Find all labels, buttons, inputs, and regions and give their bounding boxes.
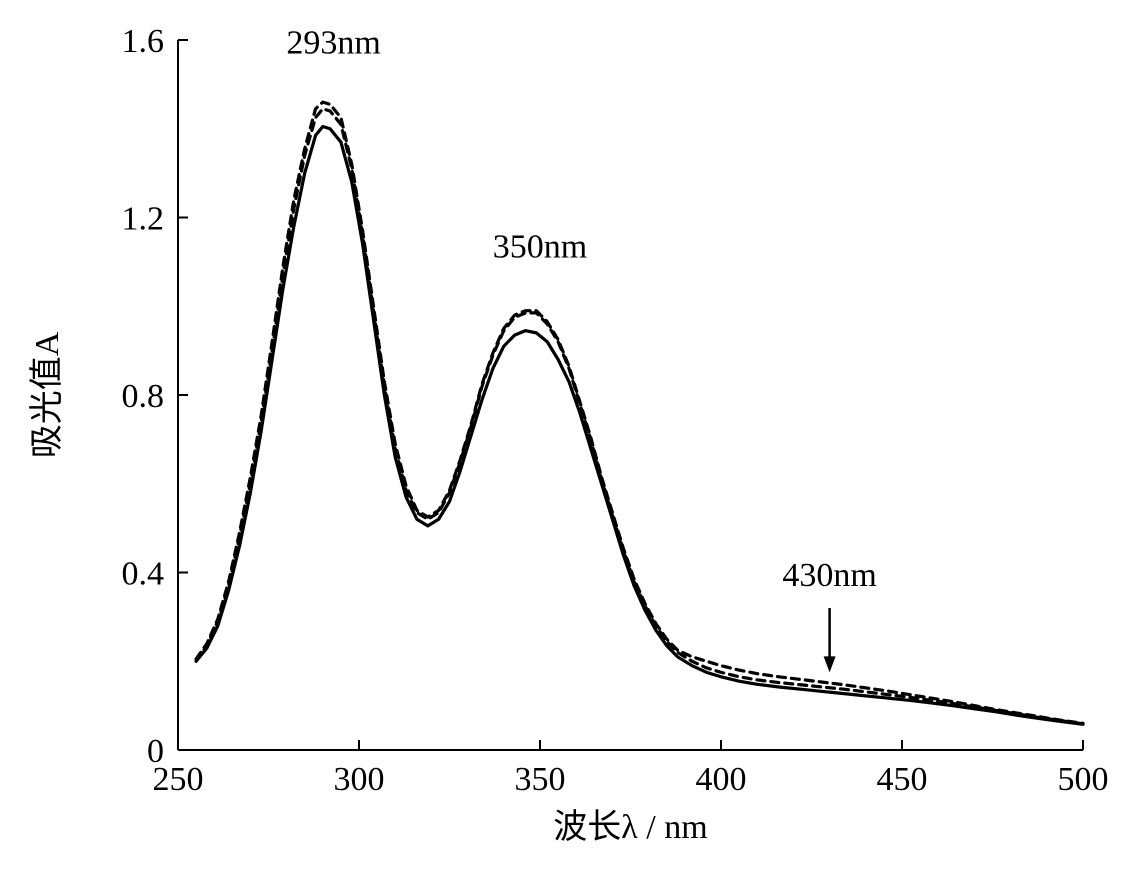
peak-annotation: 430nm [782, 557, 876, 594]
y-tick-label: 1.6 [122, 23, 165, 60]
x-tick-label: 450 [877, 761, 928, 798]
x-tick-label: 500 [1058, 761, 1109, 798]
x-tick-label: 300 [334, 761, 385, 798]
peak-annotation: 293nm [286, 24, 380, 61]
x-tick-label: 350 [515, 761, 566, 798]
chart-svg: 250300350400450500波长λ / nm00.40.81.21.6吸… [0, 0, 1139, 886]
x-tick-label: 400 [696, 761, 747, 798]
y-tick-label: 0 [147, 733, 164, 770]
y-axis-label: 吸光值A [28, 331, 66, 458]
y-tick-label: 1.2 [122, 201, 165, 238]
y-tick-label: 0.8 [122, 378, 165, 415]
peak-annotation: 350nm [493, 228, 587, 265]
x-axis-label: 波长λ / nm [553, 808, 707, 846]
y-tick-label: 0.4 [122, 556, 165, 593]
spectrum-chart: 250300350400450500波长λ / nm00.40.81.21.6吸… [0, 0, 1139, 886]
